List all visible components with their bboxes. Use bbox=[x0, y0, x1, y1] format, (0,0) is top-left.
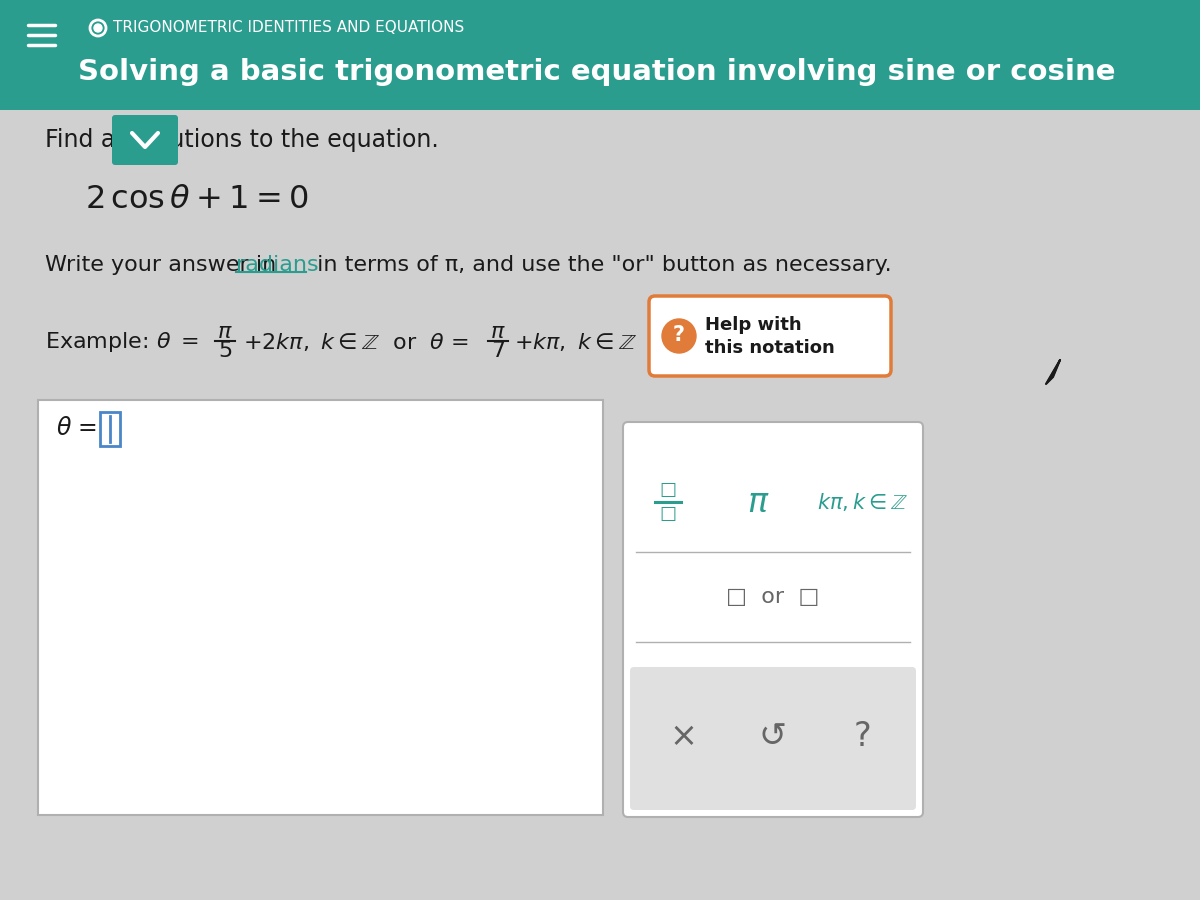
Text: this notation: this notation bbox=[706, 338, 835, 356]
Text: $\pi$: $\pi$ bbox=[746, 485, 769, 518]
Text: $+k\pi,\ k \in \mathbb{Z}$: $+k\pi,\ k \in \mathbb{Z}$ bbox=[514, 331, 637, 353]
FancyBboxPatch shape bbox=[0, 0, 1200, 110]
Text: $k\pi, k{\in}\mathbb{Z}$: $k\pi, k{\in}\mathbb{Z}$ bbox=[817, 491, 908, 513]
Text: in terms of π, and use the "or" button as necessary.: in terms of π, and use the "or" button a… bbox=[310, 255, 892, 275]
Text: $\pi$: $\pi$ bbox=[490, 322, 506, 342]
Text: $+2k\pi,\ k \in \mathbb{Z}$  or  $\theta$ =: $+2k\pi,\ k \in \mathbb{Z}$ or $\theta$ … bbox=[242, 331, 468, 353]
Text: Find all solutions to the equation.: Find all solutions to the equation. bbox=[46, 128, 439, 152]
Text: 7: 7 bbox=[491, 341, 505, 361]
FancyBboxPatch shape bbox=[38, 400, 604, 815]
FancyBboxPatch shape bbox=[623, 422, 923, 817]
Text: $2\,\cos\theta + 1 = 0$: $2\,\cos\theta + 1 = 0$ bbox=[85, 184, 308, 215]
Text: 5: 5 bbox=[218, 341, 232, 361]
Text: Write your answer in: Write your answer in bbox=[46, 255, 283, 275]
Text: TRIGONOMETRIC IDENTITIES AND EQUATIONS: TRIGONOMETRIC IDENTITIES AND EQUATIONS bbox=[113, 21, 464, 35]
Text: radians: radians bbox=[236, 255, 319, 275]
Text: $\theta$ =: $\theta$ = bbox=[56, 416, 97, 440]
FancyBboxPatch shape bbox=[630, 667, 916, 810]
Text: ?: ? bbox=[673, 325, 685, 345]
Text: $\pi$: $\pi$ bbox=[217, 322, 233, 342]
Text: ×: × bbox=[670, 721, 697, 753]
FancyBboxPatch shape bbox=[112, 115, 178, 165]
Text: Help with: Help with bbox=[706, 316, 802, 334]
Text: ↺: ↺ bbox=[760, 721, 787, 753]
FancyBboxPatch shape bbox=[649, 296, 890, 376]
Text: Solving a basic trigonometric equation involving sine or cosine: Solving a basic trigonometric equation i… bbox=[78, 58, 1116, 86]
Circle shape bbox=[662, 319, 696, 353]
Circle shape bbox=[94, 24, 102, 32]
Polygon shape bbox=[1046, 360, 1060, 384]
Text: □: □ bbox=[660, 505, 677, 523]
Text: □: □ bbox=[660, 481, 677, 499]
Text: □  or  □: □ or □ bbox=[726, 587, 820, 607]
Text: ?: ? bbox=[854, 721, 872, 753]
Text: Example: $\theta\,$ =: Example: $\theta\,$ = bbox=[46, 330, 199, 354]
